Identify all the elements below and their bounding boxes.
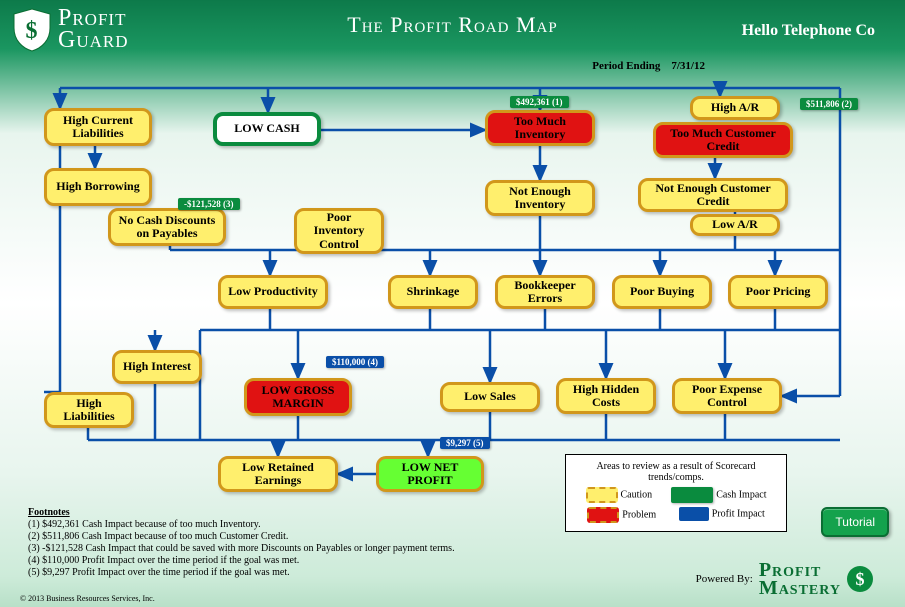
footnote-2: (2) $511,806 Cash Impact because of too … <box>28 531 508 543</box>
powered-by: Powered By: ProfitMastery $ <box>696 561 875 597</box>
node-pprice[interactable]: Poor Pricing <box>728 275 828 309</box>
badge-b2: $511,806 (2) <box>800 98 858 110</box>
footnotes: Footnotes (1) $492,361 Cash Impact becau… <box>28 507 508 579</box>
node-ncd[interactable]: No Cash Discounts on Payables <box>108 208 226 246</box>
node-lar[interactable]: Low A/R <box>690 214 780 236</box>
footnote-4: (4) $110,000 Profit Impact over the time… <box>28 555 508 567</box>
legend-problem: Problem <box>622 509 656 520</box>
node-lnp[interactable]: LOW NET PROFIT <box>376 456 484 492</box>
legend-cash: Cash Impact <box>716 489 766 500</box>
node-pec[interactable]: Poor Expense Control <box>672 378 782 414</box>
node-pbuy[interactable]: Poor Buying <box>612 275 712 309</box>
badge-b3: -$121,528 (3) <box>178 198 240 210</box>
footnote-5: (5) $9,297 Profit Impact over the time p… <box>28 567 508 579</box>
copyright: © 2013 Business Resources Services, Inc. <box>20 594 155 603</box>
legend-profit: Profit Impact <box>712 508 765 519</box>
node-bkerr[interactable]: Bookkeeper Errors <box>495 275 595 309</box>
node-lsales[interactable]: Low Sales <box>440 382 540 412</box>
node-tminv[interactable]: Too Much Inventory <box>485 110 595 146</box>
tutorial-button[interactable]: Tutorial <box>821 507 889 537</box>
stage: $ ProfitGuard The Profit Road Map Hello … <box>0 0 905 607</box>
node-har[interactable]: High A/R <box>690 96 780 120</box>
node-pic[interactable]: Poor Inventory Control <box>294 208 384 254</box>
badge-b5: $9,297 (5) <box>440 437 490 449</box>
legend-caution: Caution <box>621 489 653 500</box>
node-tmcc[interactable]: Too Much Customer Credit <box>653 122 793 158</box>
node-highb[interactable]: High Borrowing <box>44 168 152 206</box>
powered-bot: Mastery <box>759 577 841 599</box>
node-hhc[interactable]: High Hidden Costs <box>556 378 656 414</box>
node-nei[interactable]: Not Enough Inventory <box>485 180 595 216</box>
node-hliab[interactable]: High Liabilities <box>44 392 134 428</box>
legend-box: Areas to review as a result of Scorecard… <box>565 454 787 532</box>
node-hcl[interactable]: High Current Liabilities <box>44 108 152 146</box>
node-hint[interactable]: High Interest <box>112 350 202 384</box>
node-shrink[interactable]: Shrinkage <box>388 275 478 309</box>
svg-text:$: $ <box>856 569 865 589</box>
node-lowprod[interactable]: Low Productivity <box>218 275 328 309</box>
badge-b4: $110,000 (4) <box>326 356 384 368</box>
footnote-3: (3) -$121,528 Cash Impact that could be … <box>28 543 508 555</box>
powered-label: Powered By: <box>696 573 753 585</box>
footnotes-heading: Footnotes <box>28 507 508 519</box>
legend-title: Areas to review as a result of Scorecard… <box>576 461 776 483</box>
node-lowcash[interactable]: LOW CASH <box>213 112 321 146</box>
node-lre[interactable]: Low Retained Earnings <box>218 456 338 492</box>
node-lgm[interactable]: LOW GROSS MARGIN <box>244 378 352 416</box>
dollar-disc-icon: $ <box>845 564 875 594</box>
badge-b1: $492,361 (1) <box>510 96 569 108</box>
footnote-1: (1) $492,361 Cash Impact because of too … <box>28 519 508 531</box>
node-necc[interactable]: Not Enough Customer Credit <box>638 178 788 212</box>
